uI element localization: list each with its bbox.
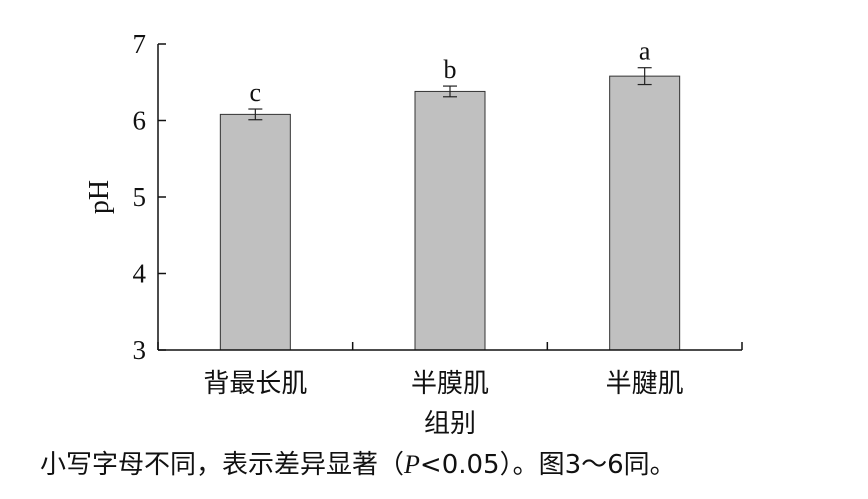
x-tick-label-0: 背最长肌	[203, 369, 307, 399]
bar-0	[219, 113, 291, 351]
bars-layer	[219, 75, 681, 351]
footnote-text-before: 小写字母不同，表示差异显著（	[40, 450, 405, 480]
x-tick-label-2: 半腱肌	[606, 369, 684, 399]
y-tick-label-0: 3	[133, 335, 147, 365]
significance-letter-1: b	[444, 55, 457, 84]
error-bars-layer	[248, 67, 652, 121]
y-tick-label-2: 5	[133, 182, 147, 212]
footnote-p-symbol: P	[404, 450, 420, 479]
x-tick-label-1: 半膜肌	[411, 369, 489, 399]
significance-letter-0: c	[250, 78, 262, 107]
bar-2	[609, 75, 681, 351]
footnote: 小写字母不同，表示差异显著（P<0.05）。图3～6同。	[40, 448, 860, 482]
bar-1	[414, 90, 486, 351]
y-tick-label-3: 6	[133, 106, 147, 136]
x-ticks-layer: 背最长肌 半膜肌 半腱肌	[157, 342, 743, 399]
x-axis-label: 组别	[424, 409, 476, 439]
significance-letter-2: a	[639, 37, 651, 66]
y-tick-label-1: 4	[133, 259, 147, 289]
y-ticks-layer: 3 4 5 6 7	[133, 29, 166, 365]
footnote-text-after: <0.05）。图3～6同。	[419, 450, 676, 480]
y-tick-label-4: 7	[133, 29, 147, 59]
y-axis-label: pH	[84, 180, 115, 214]
bar-chart: c b a 3 4 5 6 7 背最长肌 半膜肌 半腱肌 pH 组别	[84, 29, 743, 439]
significance-letters-layer: c b a	[250, 37, 651, 107]
